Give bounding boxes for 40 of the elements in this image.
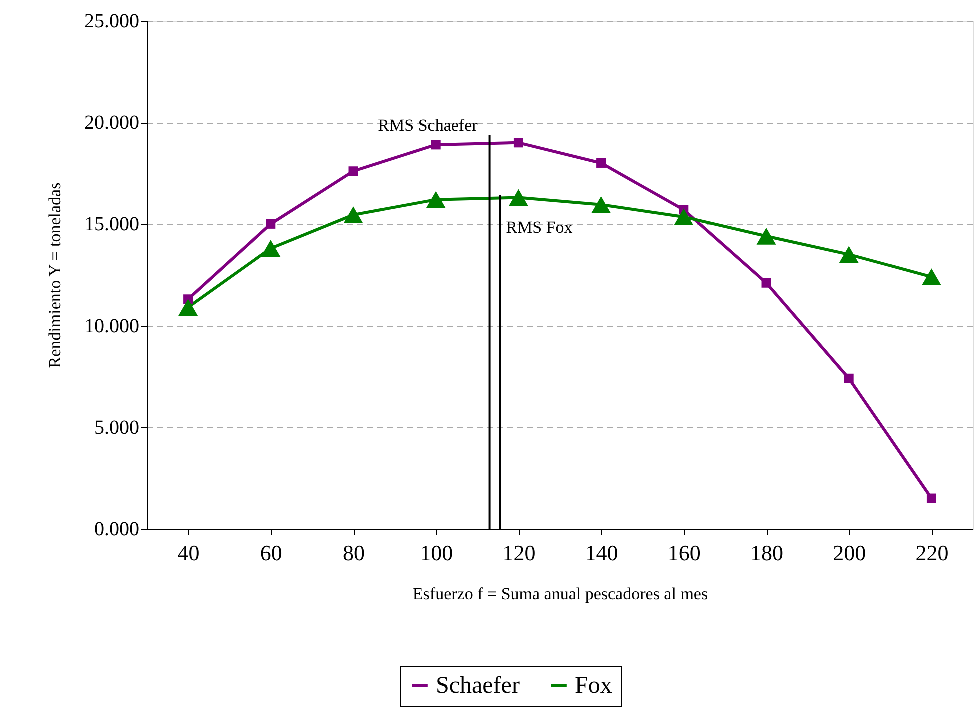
point [756,228,776,245]
point [431,140,441,150]
ref-line-label: RMS Fox [506,218,574,237]
legend-label: Fox [575,673,612,699]
point [839,246,859,264]
point [926,494,936,504]
ref-line-label: RMS Schaefer [378,116,478,135]
point [844,374,854,384]
point [344,206,364,224]
x-tick-label: 100 [420,540,454,566]
point [178,299,198,316]
x-tick-label: 40 [178,540,200,566]
point [266,219,276,229]
x-axis-title: Esfuerzo f = Suma anual pescadores al mes [412,584,708,604]
point [514,138,524,148]
legend-label: Schaefer [436,673,520,699]
x-tick-label: 220 [916,540,949,566]
y-axis-title: Rendimiento Y = toneladas [46,182,64,368]
x-tick-label: 140 [585,540,618,566]
x-tick-label: 120 [502,540,536,566]
point [592,196,612,214]
point [596,158,606,168]
y-tick-label: 15.000 [84,214,140,236]
y-tick-label: 20.000 [84,112,140,134]
point [261,240,281,258]
x-tick-label: 180 [750,540,784,566]
x-tick-label: 60 [260,540,282,566]
x-tick-label: 80 [343,540,365,566]
y-tick-label: 25.000 [84,10,140,32]
y-tick-label: 10.000 [84,315,140,338]
point [674,208,694,226]
y-tick-label: 5.000 [94,416,140,439]
point [348,166,358,176]
x-tick-label: 160 [668,540,701,566]
point [762,278,772,288]
point [426,191,446,208]
point [508,189,528,206]
point [922,268,942,286]
x-tick-label: 200 [833,540,866,566]
y-tick-label: 0.000 [94,518,140,540]
